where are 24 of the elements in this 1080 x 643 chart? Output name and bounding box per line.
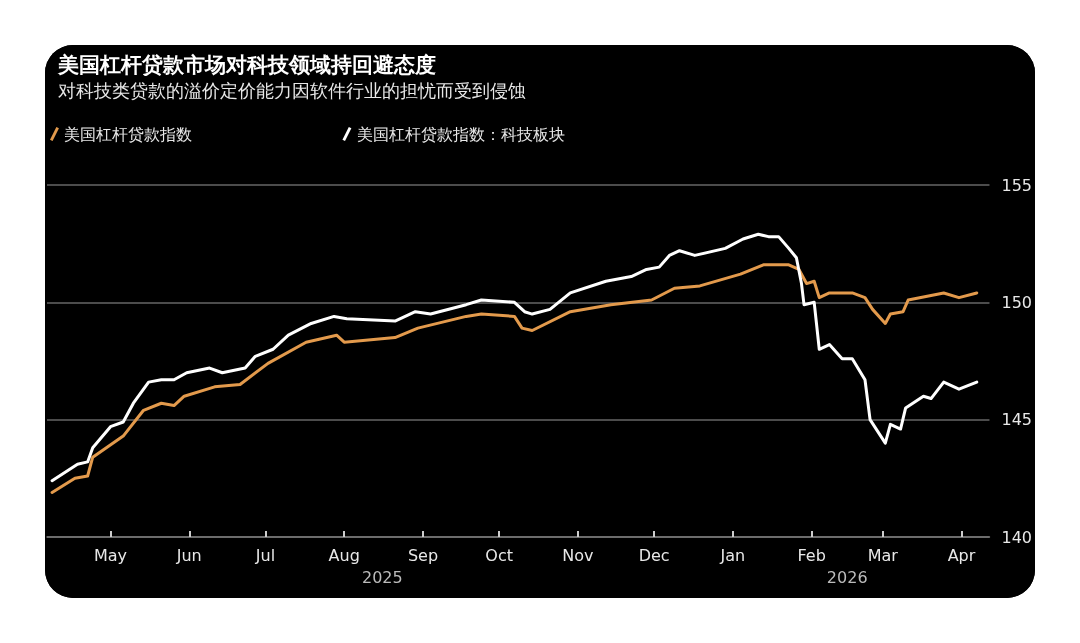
x-tick-label: May	[93, 545, 128, 565]
x-tick-label: Nov	[562, 545, 594, 565]
x-tick-label: Jul	[254, 545, 276, 565]
chart-subtitle: 对科技类贷款的溢价定价能力因软件行业的担忧而受到侵蚀	[58, 79, 526, 101]
legend-label: 美国杠杆贷款指数	[64, 124, 193, 144]
y-tick-label: 155	[1001, 175, 1033, 195]
chart-title: 美国杠杆贷款市场对科技领域持回避态度	[57, 52, 436, 77]
y-tick-label: 150	[1001, 292, 1033, 312]
line-series	[50, 263, 979, 494]
x-tick-label: Dec	[638, 545, 670, 565]
x-tick-label: Aug	[328, 545, 360, 565]
x-tick-label: Jun	[175, 545, 202, 565]
x-tick-label: Oct	[485, 545, 514, 565]
y-tick-label: 140	[1001, 527, 1033, 547]
x-tick-label: Sep	[407, 545, 439, 565]
x-tick-label: Mar	[867, 545, 899, 565]
legend-label: 美国杠杆贷款指数：科技板块	[356, 124, 565, 144]
x-tick-label: Apr	[947, 545, 976, 565]
text: 2026	[826, 567, 868, 587]
y-tick-label: 145	[1001, 410, 1033, 430]
text: 2025	[361, 567, 403, 587]
x-tick-label: Feb	[797, 545, 826, 565]
line-series	[50, 232, 979, 483]
x-tick-label: Jan	[719, 545, 746, 565]
